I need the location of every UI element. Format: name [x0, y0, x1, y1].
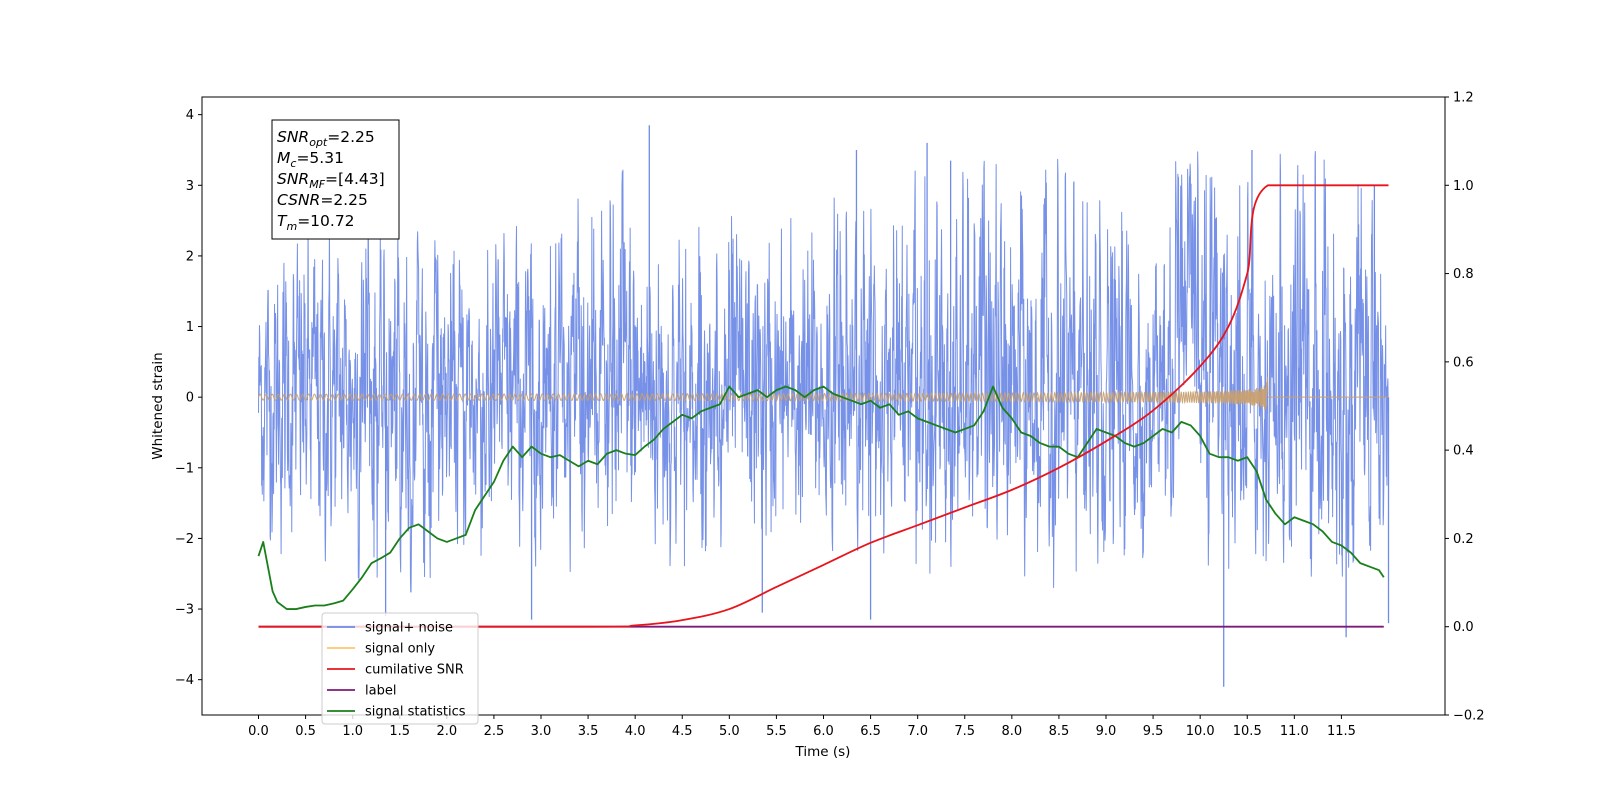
x-tick-label: 0.0 [248, 724, 269, 739]
legend-label: signal only [365, 642, 435, 657]
x-tick-label: 7.5 [954, 724, 975, 739]
x-tick-label: 8.5 [1049, 724, 1070, 739]
signal-only-series [258, 376, 1389, 410]
x-tick-label: 10.5 [1233, 724, 1262, 739]
y-left-tick-label: 3 [186, 179, 194, 194]
x-tick-label: 9.5 [1143, 724, 1164, 739]
x-tick-label: 7.0 [907, 724, 928, 739]
y-right-tick-label: 0.0 [1453, 620, 1474, 635]
y-axis-label: Whitened strain [150, 352, 166, 459]
x-tick-label: 4.5 [672, 724, 693, 739]
y-right-tick-label: 1.0 [1453, 179, 1474, 194]
y-right-tick-label: 0.4 [1453, 444, 1474, 459]
y-left-tick-label: −2 [175, 532, 194, 547]
x-tick-label: 11.5 [1327, 724, 1356, 739]
legend-label: label [365, 684, 396, 699]
x-axis-ticks: 0.0 0.5 1.0 1.5 2.0 2.5 3.0 3.5 4.0 4.5 5.0 5.5 6.0 6… [248, 715, 1356, 739]
info-line: CSNR=2.25 [277, 191, 368, 209]
y-right-tick-label: 1.2 [1453, 91, 1474, 106]
x-tick-label: 4.0 [625, 724, 646, 739]
x-tick-label: 9.0 [1096, 724, 1117, 739]
x-tick-label: 0.5 [295, 724, 316, 739]
legend-label: cumilative SNR [365, 663, 464, 678]
y-right-tick-label: 0.8 [1453, 267, 1474, 282]
x-tick-label: 3.0 [531, 724, 552, 739]
y-left-tick-label: −4 [175, 673, 194, 688]
y-right-tick-label: 0.2 [1453, 532, 1474, 547]
legend-label: signal+ noise [365, 621, 453, 636]
cumulative-snr-line [258, 184, 1389, 628]
info-line: SNRMF=[4.43] [277, 170, 385, 191]
x-axis-label: Time (s) [795, 744, 851, 760]
y-left-tick-label: −3 [175, 603, 194, 618]
y-left-tick-label: −1 [175, 461, 194, 476]
x-tick-label: 11.0 [1280, 724, 1309, 739]
x-tick-label: 5.5 [766, 724, 787, 739]
legend-frame [321, 612, 479, 725]
info-box-frame [271, 119, 400, 240]
legend: signal+ noise signal only cumilative SNR la… [321, 612, 479, 725]
noise-series [258, 125, 1390, 687]
y-left-tick-label: 0 [186, 391, 194, 406]
x-tick-label: 6.5 [860, 724, 881, 739]
info-line: Mc=5.31 [277, 149, 344, 170]
cumulative-snr-series [258, 184, 1389, 628]
signal-statistics-series [257, 385, 1385, 610]
y-axis-left-ticks: −4 −3 −2 −1 0 1 2 3 4 [175, 108, 202, 688]
y-left-tick-label: 4 [186, 108, 194, 123]
x-tick-label: 10.0 [1186, 724, 1215, 739]
signal-only-trace [258, 376, 1269, 410]
signal-statistics-line [257, 385, 1385, 610]
x-tick-label: 5.0 [719, 724, 740, 739]
y-right-tick-label: −0.2 [1453, 709, 1485, 724]
y-left-tick-label: 2 [186, 249, 194, 264]
x-tick-label: 3.5 [578, 724, 599, 739]
noise-trace [258, 150, 1389, 593]
y-axis-right-ticks: −0.2 0.0 0.2 0.4 0.6 0.8 1.0 1.2 [1445, 91, 1485, 724]
y-right-tick-label: 0.6 [1453, 355, 1474, 370]
info-line: Tm=10.72 [277, 212, 355, 233]
x-tick-label: 1.5 [389, 724, 410, 739]
x-tick-label: 6.0 [813, 724, 834, 739]
x-tick-label: 2.5 [484, 724, 505, 739]
legend-label: signal statistics [365, 705, 466, 720]
x-tick-label: 8.0 [1001, 724, 1022, 739]
info-line: SNRopt=2.25 [277, 128, 375, 149]
x-tick-label: 2.0 [436, 724, 457, 739]
x-tick-label: 1.0 [342, 724, 363, 739]
y-left-tick-label: 1 [186, 320, 194, 335]
